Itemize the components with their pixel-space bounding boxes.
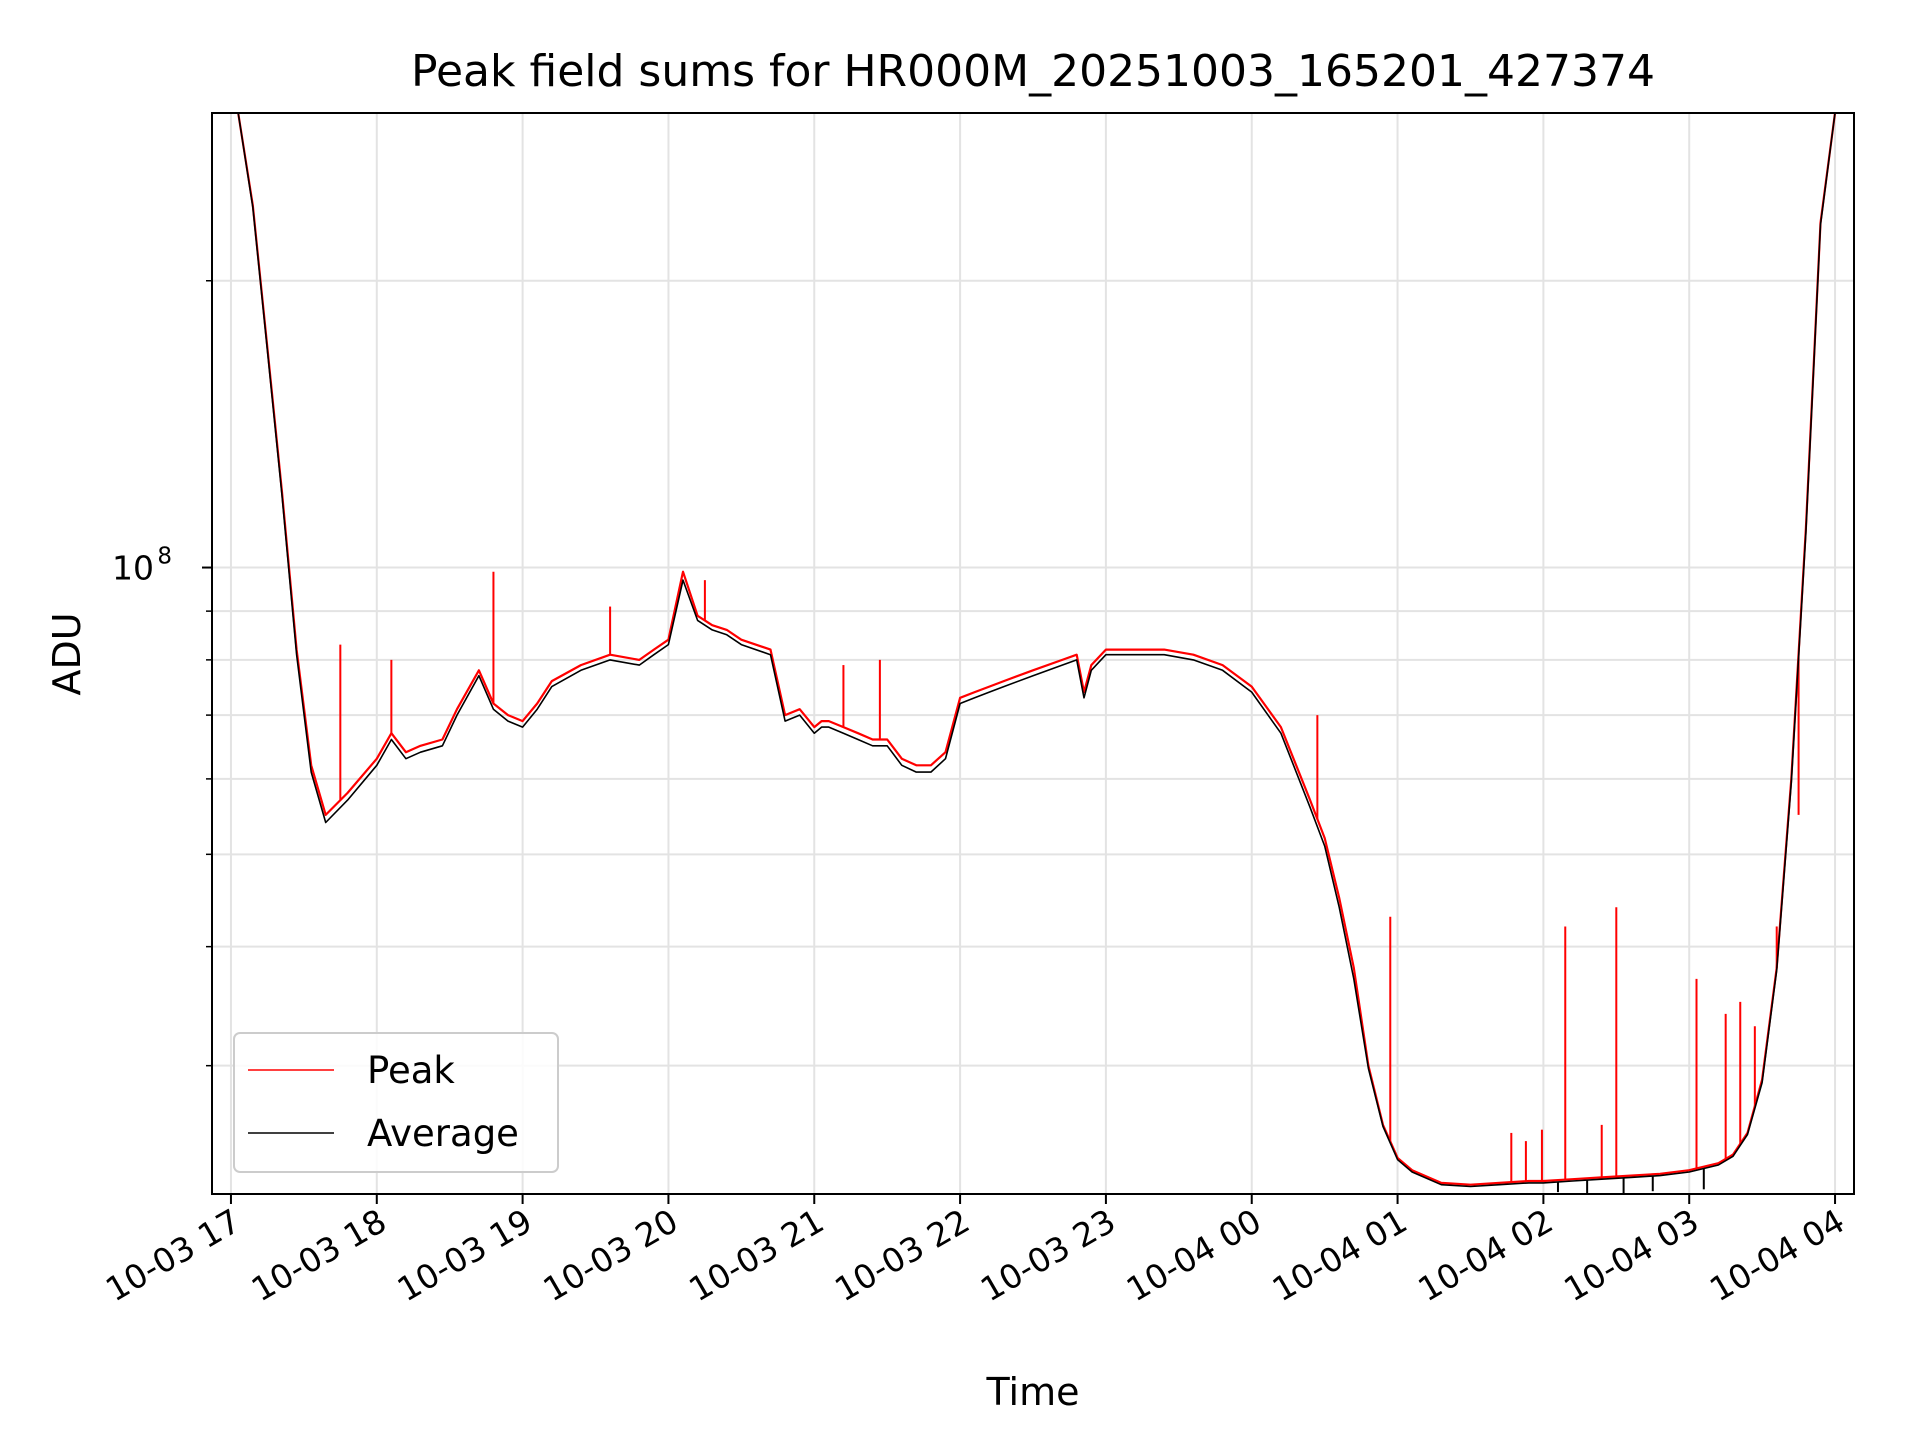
legend-box: [233, 1032, 559, 1173]
y-tick-label: 10: [112, 549, 154, 588]
series-line-peak: [237, 113, 1837, 1186]
series-line-average: [237, 113, 1836, 1188]
y-axis-label: ADU: [45, 612, 89, 695]
chart-title: Peak field sums for HR000M_20251003_1652…: [411, 46, 1655, 97]
legend: Peak Average: [233, 1032, 559, 1173]
legend-peak-label: Peak: [367, 1049, 455, 1092]
series-group: [237, 113, 1837, 1194]
y-tick-exponent: 8: [157, 544, 172, 570]
x-axis-label: Time: [986, 1370, 1080, 1414]
grid-lines: [212, 113, 1854, 1194]
series-lines: [237, 113, 1837, 1194]
plot-frame: [211, 112, 1855, 1195]
y-tick-base: 10: [112, 549, 154, 588]
legend-average-label: Average: [367, 1112, 519, 1155]
